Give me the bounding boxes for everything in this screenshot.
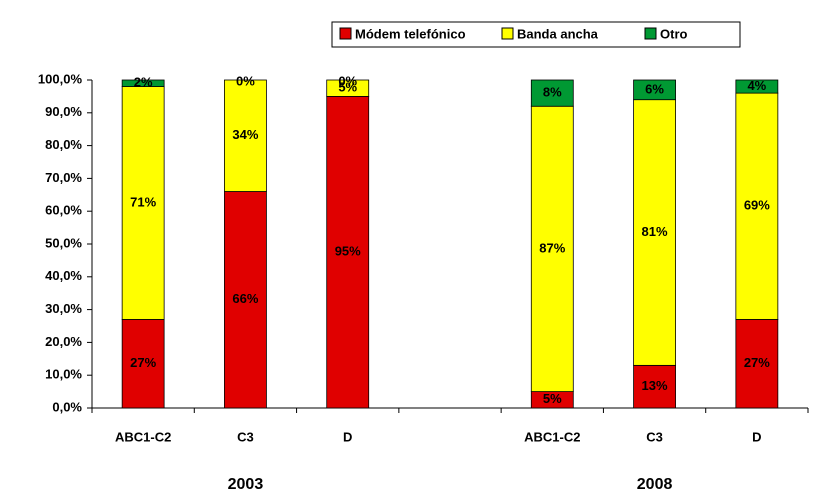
- data-label: 71%: [130, 194, 156, 209]
- legend-swatch: [644, 27, 657, 40]
- x-tick-label: ABC1-C2: [524, 429, 580, 444]
- x-tick-label: C3: [237, 429, 254, 444]
- data-label: 6%: [645, 81, 664, 96]
- y-tick-label: 70,0%: [45, 170, 82, 185]
- bar-segment: [121, 319, 165, 409]
- bar-segment: [735, 79, 779, 94]
- data-label: 0%: [338, 73, 357, 88]
- group-label: 2003: [228, 476, 264, 493]
- x-tick-label: C3: [646, 429, 663, 444]
- data-label: 81%: [642, 224, 668, 239]
- x-tick-label: D: [752, 429, 761, 444]
- y-tick-label: 0,0%: [52, 399, 82, 414]
- x-tick-label: D: [343, 429, 352, 444]
- bar-segment: [735, 92, 779, 320]
- legend-label: Otro: [660, 26, 688, 41]
- bar-segment: [326, 79, 370, 97]
- bar-segment: [224, 191, 267, 409]
- legend-box: [331, 21, 741, 48]
- y-tick-label: 20,0%: [45, 334, 82, 349]
- data-label: 27%: [130, 355, 156, 370]
- data-label: 2%: [134, 75, 153, 90]
- data-label: 0%: [236, 73, 255, 88]
- x-tick-label: ABC1-C2: [115, 429, 171, 444]
- data-label: 95%: [335, 244, 361, 259]
- data-label: 5%: [338, 80, 357, 95]
- data-label: 5%: [543, 391, 562, 406]
- y-tick-label: 30,0%: [45, 301, 82, 316]
- y-tick-label: 60,0%: [45, 203, 82, 218]
- data-label: 4%: [747, 78, 766, 93]
- y-tick-label: 100,0%: [38, 71, 83, 86]
- data-label: 13%: [642, 378, 668, 393]
- legend-swatch: [339, 27, 352, 40]
- y-tick-label: 10,0%: [45, 367, 82, 382]
- y-tick-label: 80,0%: [45, 137, 82, 152]
- data-label: 27%: [744, 355, 770, 370]
- bar-segment: [121, 79, 165, 87]
- bar-segment: [735, 319, 779, 409]
- data-label: 87%: [539, 240, 565, 255]
- bar-segment: [633, 364, 676, 409]
- bar-segment: [224, 79, 267, 192]
- data-label: 34%: [232, 127, 258, 142]
- y-tick-label: 40,0%: [45, 268, 82, 283]
- y-tick-label: 90,0%: [45, 104, 82, 119]
- data-label: 69%: [744, 198, 770, 213]
- bar-segment: [633, 99, 676, 366]
- data-label: 66%: [232, 291, 258, 306]
- bar-segment: [530, 79, 574, 107]
- legend-swatch: [501, 27, 514, 40]
- legend-label: Banda ancha: [517, 26, 599, 41]
- group-label: 2008: [637, 476, 673, 493]
- y-tick-label: 50,0%: [45, 235, 82, 250]
- bar-segment: [326, 96, 370, 409]
- bar-segment: [633, 79, 676, 101]
- legend-label: Módem telefónico: [355, 26, 466, 41]
- data-label: 8%: [543, 85, 562, 100]
